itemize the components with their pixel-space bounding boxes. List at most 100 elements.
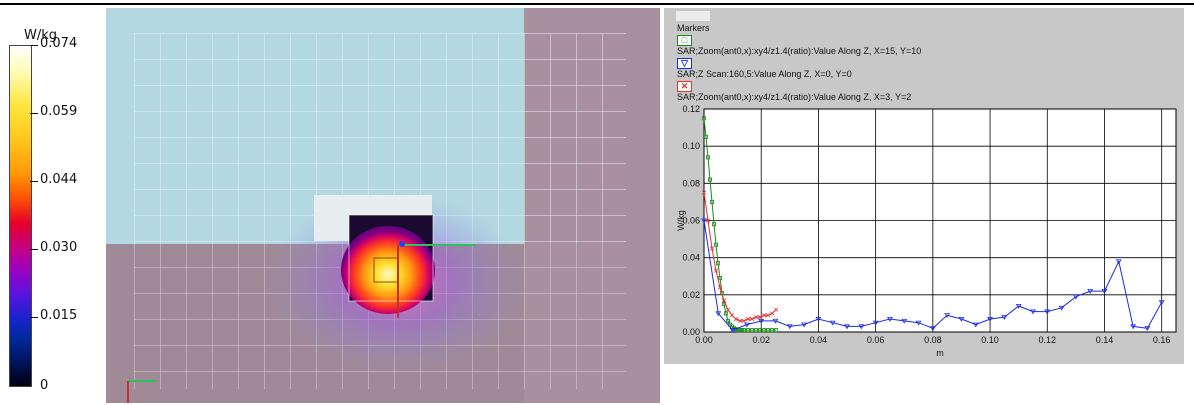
top-border-line [0,3,1194,5]
sar-3d-scan-view[interactable] [106,8,660,403]
colorbar-gradient [9,45,32,387]
colorbar-label: 0.059 [40,104,78,119]
y-axis-label: W/kg [676,210,686,231]
data-point [754,328,759,333]
data-point [915,320,922,326]
data-point [1058,305,1065,311]
data-point [770,328,775,333]
line-chart: 0.00 0.02 0.04 0.06 0.08 0.10 0.12 0.00 0.02 0.04… [676,104,1177,358]
x-tick-label: 0.08 [924,335,942,345]
colorbar-tick [30,113,38,114]
legend-entry-1: SAR;Zoom(ant0,x):xy4/z1.4(ratio):Value A… [677,46,922,56]
data-point [741,318,747,323]
data-point [829,320,836,326]
x-tick-label: 0.04 [810,335,828,345]
legend-entry-3: SAR;Zoom(ant0,x):xy4/z1.4(ratio):Value A… [677,92,912,102]
data-point [725,307,731,312]
colorbar-label-min: 0 [40,378,49,393]
legend-marker-triangle-icon: ▽ [677,58,692,69]
data-point [766,328,771,333]
data-point [769,311,775,316]
y-tick-label: 0.02 [682,290,700,300]
data-point [733,316,739,322]
colorbar-tick [30,45,38,46]
data-point [1072,294,1079,300]
data-point [801,322,808,328]
data-point [743,322,750,328]
data-point [701,218,707,224]
data-point [774,328,779,333]
data-point [844,324,850,330]
data-point [702,116,707,121]
data-point [958,316,965,322]
data-point [745,316,751,322]
data-point [729,313,735,318]
data-point [765,313,771,318]
data-point [724,311,729,316]
data-point [901,318,908,324]
data-point [786,324,793,330]
data-point [740,328,745,333]
colorbar-unit-label: W/kg [24,28,58,43]
y-tick-label: 0.12 [682,104,700,114]
data-point [1001,315,1008,320]
data-point [758,328,763,333]
data-point [872,320,879,326]
colorbar-label: 0.030 [40,240,78,255]
panel-tab[interactable] [676,11,710,21]
data-point [774,307,779,312]
chart-panel: Markers □ SAR;Zoom(ant0,x):xy4/z1.4(rati… [664,8,1184,364]
data-point [772,318,779,324]
colorbar-label: 0.015 [40,308,78,323]
x-tick-label: 0.16 [1153,335,1171,345]
legend-marker-x-icon: ✕ [677,81,692,92]
x-tick-label: 0.06 [867,335,885,345]
data-point [944,313,951,319]
scan-heatmap-icon [106,8,660,403]
x-axis-label: m [936,348,944,358]
legend-entry-2: SAR;Z Scan:160,5:Value Along Z, X=0, Y=0 [677,69,852,79]
x-tick-label: 0.14 [1096,335,1114,345]
data-point [1030,309,1036,315]
data-point [1130,324,1137,330]
data-point [1115,259,1122,265]
y-tick-label: 0.08 [682,178,700,188]
data-point [709,246,715,251]
data-point [887,316,893,322]
data-point [929,326,936,332]
y-tick-label: 0.00 [682,327,700,337]
data-point [749,316,755,322]
data-point [753,315,759,320]
data-point [718,276,723,281]
data-point [721,298,727,303]
x-tick-label: 0.10 [981,335,999,345]
data-point [704,134,709,139]
legend-marker-square-icon: □ [677,35,692,46]
colorbar-tick [30,317,38,318]
data-point [1144,326,1151,332]
data-point [746,328,751,333]
x-tick-label: 0.12 [1039,335,1057,345]
data-point [762,328,767,333]
data-point [738,328,743,333]
data-point [726,318,731,323]
y-tick-label: 0.04 [682,253,700,263]
data-point [1044,309,1051,315]
x-tick-label: 0.00 [695,335,713,345]
data-point [737,318,743,323]
data-point [712,222,717,227]
data-point [972,322,979,328]
colorbar-label: 0.044 [40,172,78,187]
data-point [729,328,736,333]
data-point [1158,300,1165,306]
data-point [701,190,707,195]
data-point [706,155,711,160]
x-tick-label: 0.02 [752,335,770,345]
data-point [717,285,723,290]
data-point [757,315,763,320]
data-point [858,324,865,330]
data-point [1101,289,1108,294]
data-point [987,316,993,322]
y-tick-label: 0.06 [682,216,700,226]
colorbar-tick [30,249,38,250]
